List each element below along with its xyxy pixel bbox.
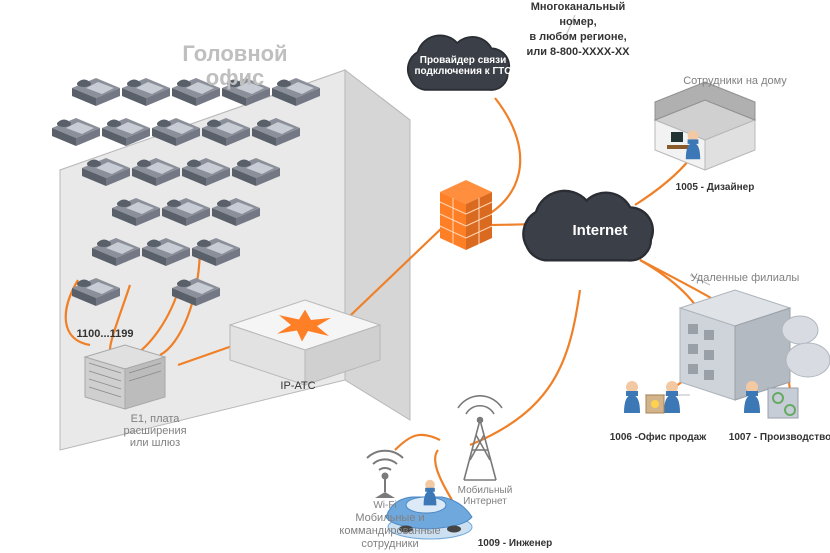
sales-label: 1006 -Офис продаж bbox=[598, 432, 718, 443]
desk-phone-icon bbox=[72, 78, 120, 106]
desk-phone-icon bbox=[52, 118, 100, 146]
mobile-staff-label: Мобильные и коммандированные сотрудники bbox=[310, 512, 470, 552]
firewall-icon bbox=[440, 180, 492, 250]
sales-office-icon bbox=[624, 381, 680, 413]
home-workers-header: Сотрудники на дому bbox=[650, 75, 820, 87]
wifi-label: Wi-Fi bbox=[360, 500, 410, 511]
remote-branches-header: Удаленные филиалы bbox=[660, 272, 830, 284]
hq-title: Головной офис bbox=[150, 42, 320, 90]
production-label: 1007 - Производство bbox=[720, 432, 830, 443]
home-worker-icon bbox=[655, 82, 755, 170]
cell-tower-icon bbox=[458, 396, 502, 480]
e1-label: E1, плата расширения или шлюз bbox=[90, 413, 220, 449]
wifi-icon bbox=[367, 451, 403, 498]
designer-label: 1005 - Дизайнер bbox=[650, 182, 780, 193]
multichannel-label: Многоканальный номер, в любом регионе, и… bbox=[498, 0, 658, 59]
mobile-internet-label: Мобильный Интернет bbox=[450, 485, 520, 507]
ipats-label: IP-АТС bbox=[268, 380, 328, 392]
internet-cloud-text: Internet bbox=[555, 222, 645, 239]
engineer-label: 1009 - Инженер bbox=[460, 538, 570, 549]
e1-gateway-icon bbox=[85, 345, 165, 409]
ext-range-label: 1100...1199 bbox=[60, 328, 150, 340]
